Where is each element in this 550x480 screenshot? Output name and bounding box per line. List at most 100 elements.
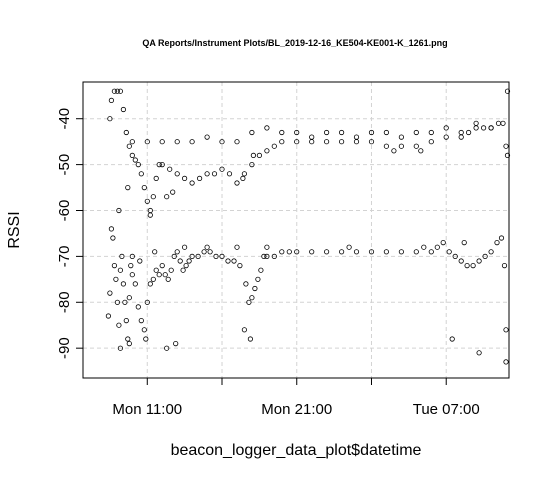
data-point <box>126 143 132 149</box>
data-point <box>204 134 210 140</box>
data-point <box>428 129 434 136</box>
data-point <box>162 272 168 278</box>
data-point <box>237 262 243 269</box>
data-point <box>111 262 118 269</box>
data-point <box>482 253 488 259</box>
data-point <box>129 253 135 259</box>
data-point <box>177 258 183 264</box>
data-point <box>159 262 165 269</box>
data-point <box>241 327 247 333</box>
data-point <box>137 258 143 264</box>
data-point <box>207 249 213 255</box>
data-point <box>256 152 262 158</box>
data-point <box>147 281 153 287</box>
data-point <box>132 281 138 287</box>
data-point <box>271 143 277 149</box>
data-point <box>255 276 261 282</box>
data-point <box>197 175 203 181</box>
data-point <box>240 175 246 181</box>
data-point <box>243 281 249 287</box>
data-point <box>189 253 195 259</box>
data-point <box>323 249 330 255</box>
data-point <box>503 143 509 149</box>
data-point <box>180 267 186 273</box>
data-point <box>338 249 345 255</box>
data-point <box>125 336 131 342</box>
y-tick-label: -40 <box>56 108 73 130</box>
data-point <box>164 194 170 200</box>
data-points <box>105 88 511 365</box>
data-point <box>246 299 252 305</box>
data-point <box>144 139 150 145</box>
data-point <box>204 244 210 250</box>
data-point <box>309 139 315 145</box>
data-point <box>428 249 434 255</box>
data-point <box>234 244 240 250</box>
data-point <box>204 171 210 177</box>
data-point <box>183 262 189 269</box>
data-point <box>219 253 225 259</box>
data-point <box>173 340 179 347</box>
y-tick-label: -90 <box>56 337 73 359</box>
data-point <box>168 267 174 273</box>
data-point <box>294 139 300 145</box>
chart-title: QA Reports/Instrument Plots/BL_2019-12-1… <box>142 38 447 48</box>
data-point <box>167 166 173 172</box>
data-point <box>473 120 479 126</box>
data-point <box>309 134 315 140</box>
data-point <box>413 143 419 149</box>
data-point <box>446 249 452 255</box>
data-point <box>413 129 419 136</box>
data-point <box>353 249 360 255</box>
data-point <box>123 317 129 324</box>
data-point <box>279 249 285 255</box>
data-point <box>261 253 267 259</box>
x-tick-label: Mon 11:00 <box>112 401 182 418</box>
data-point <box>225 258 231 264</box>
x-tick-label: Tue 07:00 <box>413 401 480 418</box>
data-point <box>108 226 115 232</box>
data-point <box>120 106 127 113</box>
data-point <box>398 249 404 255</box>
data-point <box>159 139 165 145</box>
data-point <box>189 180 195 186</box>
data-point <box>271 253 277 259</box>
data-point <box>488 125 494 131</box>
data-point <box>144 198 150 204</box>
data-point <box>398 143 404 149</box>
data-point <box>153 267 159 273</box>
data-point <box>129 152 135 158</box>
data-point <box>116 207 122 214</box>
data-point <box>152 249 158 255</box>
data-point <box>458 129 464 136</box>
data-point <box>279 139 285 145</box>
data-point <box>126 295 132 301</box>
data-point <box>249 129 255 136</box>
data-point <box>421 244 427 250</box>
data-point <box>111 88 118 94</box>
data-point <box>241 171 247 177</box>
data-point <box>252 285 258 292</box>
y-tick-label: -70 <box>56 246 73 268</box>
data-point <box>368 129 375 136</box>
data-point <box>156 162 162 168</box>
data-point <box>219 166 225 172</box>
data-point <box>189 139 195 145</box>
data-point <box>249 295 255 301</box>
data-point <box>113 276 119 282</box>
data-point <box>159 162 165 168</box>
data-point <box>107 116 113 122</box>
data-point <box>135 162 141 168</box>
data-point <box>135 304 141 310</box>
data-point <box>476 258 482 264</box>
data-point <box>504 88 511 94</box>
data-point <box>494 240 500 246</box>
data-point <box>150 194 156 200</box>
data-point <box>107 290 113 296</box>
data-point <box>480 125 487 131</box>
data-point <box>428 139 434 145</box>
data-point <box>153 175 159 181</box>
data-point <box>143 336 149 342</box>
data-point <box>294 249 300 255</box>
